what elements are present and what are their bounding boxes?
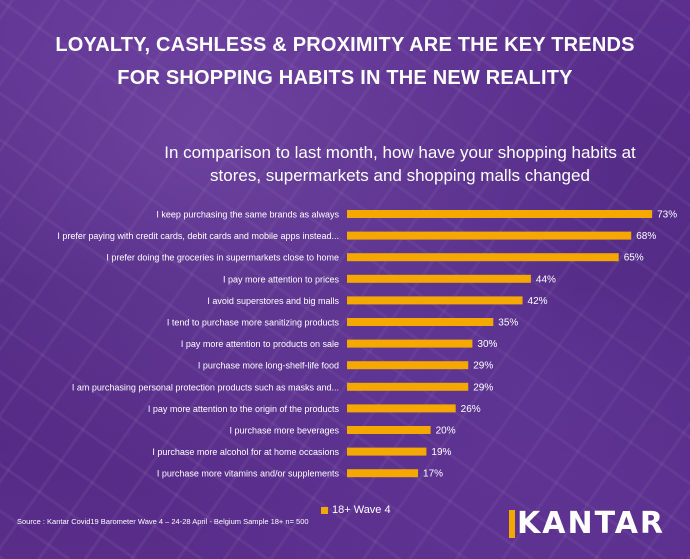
source-note: Source : Kantar Covid19 Barometer Wave 4… — [17, 517, 309, 526]
bar — [347, 253, 619, 262]
data-label: 44% — [536, 274, 556, 285]
bar — [347, 382, 469, 391]
bar — [347, 274, 531, 283]
data-label: 29% — [473, 382, 493, 393]
data-label: 17% — [423, 469, 443, 480]
data-label: 26% — [461, 404, 481, 415]
category-label: I purchase more beverages — [229, 426, 339, 436]
category-label: I purchase more alcohol for at home occa… — [152, 447, 339, 457]
category-label: I avoid superstores and big malls — [207, 296, 339, 306]
legend-swatch — [321, 506, 328, 514]
kantar-logo: KANTAR — [509, 506, 665, 541]
category-label: I prefer doing the groceries in supermar… — [106, 253, 339, 263]
data-label: 73% — [657, 210, 677, 221]
bar — [347, 404, 456, 413]
page-title-line-1: LOYALTY, CASHLESS & PROXIMITY ARE THE KE… — [55, 34, 635, 56]
category-label: I pay more attention to prices — [223, 274, 340, 284]
legend-label: 18+ Wave 4 — [332, 504, 391, 516]
category-label: I tend to purchase more sanitizing produ… — [167, 318, 340, 328]
bar — [347, 469, 419, 478]
category-label: I pay more attention to products on sale — [181, 339, 339, 349]
bar — [347, 447, 427, 456]
data-label: 20% — [436, 426, 456, 437]
bar — [347, 231, 632, 240]
category-label: I am purchasing personal protection prod… — [72, 382, 339, 392]
data-label: 35% — [498, 318, 518, 329]
bar — [347, 426, 431, 434]
bar — [347, 339, 473, 348]
data-label: 30% — [477, 339, 497, 350]
logo-mark-icon — [509, 509, 515, 538]
logo-text: KANTAR — [517, 506, 666, 541]
category-label: I pay more attention to the origin of th… — [148, 404, 340, 414]
chart-question-line-1: In comparison to last month, how have yo… — [164, 143, 636, 162]
bar — [347, 210, 653, 218]
category-label: I purchase more vitamins and/or suppleme… — [157, 469, 340, 479]
page-title-line-2: FOR SHOPPING HABITS IN THE NEW REALITY — [117, 67, 573, 89]
bar — [347, 296, 523, 305]
bar — [347, 361, 469, 370]
data-label: 19% — [431, 447, 451, 458]
category-label: I purchase more long-shelf-life food — [198, 361, 339, 371]
data-label: 65% — [624, 253, 644, 264]
data-label: 29% — [473, 361, 493, 372]
bar — [347, 318, 494, 326]
data-label: 42% — [528, 296, 548, 307]
category-label: I keep purchasing the same brands as alw… — [156, 210, 339, 220]
category-label: I prefer paying with credit cards, debit… — [57, 231, 339, 241]
chart-legend: 18+ Wave 4 — [321, 504, 391, 516]
data-label: 68% — [636, 231, 656, 242]
chart-question-line-2: stores, supermarkets and shopping malls … — [210, 166, 590, 185]
